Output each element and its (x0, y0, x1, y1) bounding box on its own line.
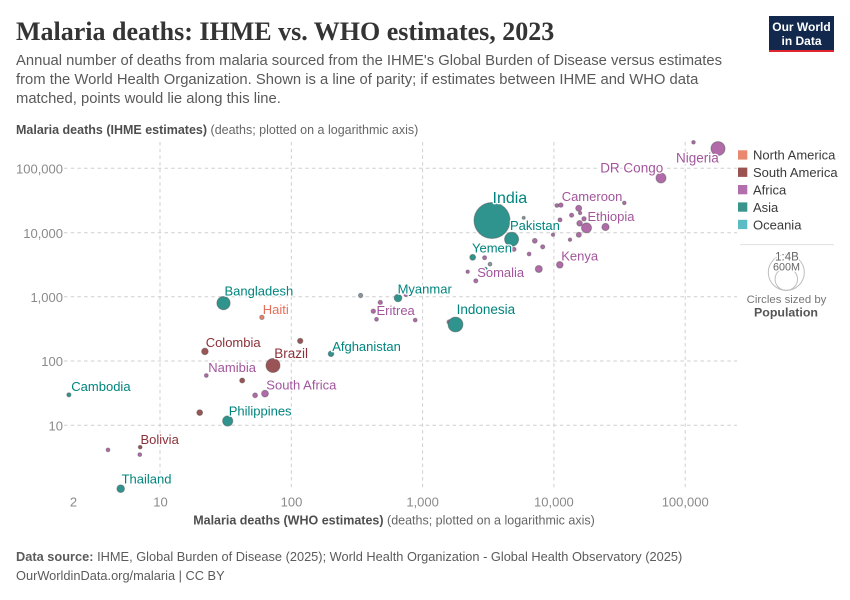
svg-text:10,000: 10,000 (534, 494, 574, 509)
svg-text:India: India (493, 190, 528, 207)
svg-text:10: 10 (49, 418, 63, 433)
svg-text:Cambodia: Cambodia (71, 379, 131, 394)
svg-text:10,000: 10,000 (23, 226, 63, 241)
svg-text:100: 100 (41, 354, 63, 369)
svg-text:Ethiopia: Ethiopia (588, 209, 636, 224)
svg-text:Kenya: Kenya (561, 248, 599, 263)
svg-text:Namibia: Namibia (208, 360, 256, 375)
svg-text:Yemen: Yemen (472, 241, 512, 256)
svg-text:100: 100 (281, 494, 303, 509)
svg-text:10: 10 (153, 494, 167, 509)
svg-text:Brazil: Brazil (274, 346, 308, 361)
svg-text:2: 2 (70, 494, 77, 509)
svg-text:1,000: 1,000 (30, 290, 63, 305)
svg-text:100,000: 100,000 (662, 494, 709, 509)
svg-text:Haiti: Haiti (263, 302, 289, 317)
svg-text:1:4B: 1:4B (775, 252, 799, 264)
svg-text:600M: 600M (773, 261, 800, 273)
svg-text:Indonesia: Indonesia (457, 302, 516, 317)
svg-text:Circles sized by: Circles sized by (747, 294, 827, 306)
svg-text:Somalia: Somalia (477, 265, 525, 280)
svg-text:Africa: Africa (753, 183, 787, 198)
svg-text:Pakistan: Pakistan (510, 218, 560, 233)
svg-text:Thailand: Thailand (122, 472, 172, 487)
svg-text:South America: South America (753, 165, 838, 180)
svg-text:Malaria deaths (WHO estimates): Malaria deaths (WHO estimates) (deaths; … (193, 514, 595, 528)
svg-text:Bolivia: Bolivia (141, 432, 180, 447)
svg-text:1,000: 1,000 (406, 494, 439, 509)
svg-text:Philippines: Philippines (229, 403, 292, 418)
svg-text:100,000: 100,000 (16, 161, 63, 176)
svg-text:Nigeria: Nigeria (676, 151, 719, 166)
svg-text:North America: North America (753, 148, 836, 163)
svg-text:Population: Population (754, 306, 818, 320)
svg-text:South Africa: South Africa (266, 378, 337, 393)
svg-text:Afghanistan: Afghanistan (332, 339, 401, 354)
svg-text:Colombia: Colombia (206, 335, 262, 350)
svg-text:Bangladesh: Bangladesh (225, 284, 294, 299)
svg-text:Eritrea: Eritrea (377, 303, 416, 318)
svg-text:Oceania: Oceania (753, 217, 802, 232)
svg-text:Asia: Asia (753, 200, 779, 215)
svg-text:Myanmar: Myanmar (398, 282, 453, 297)
svg-text:Cameroon: Cameroon (562, 189, 623, 204)
svg-text:DR Congo: DR Congo (600, 160, 663, 175)
